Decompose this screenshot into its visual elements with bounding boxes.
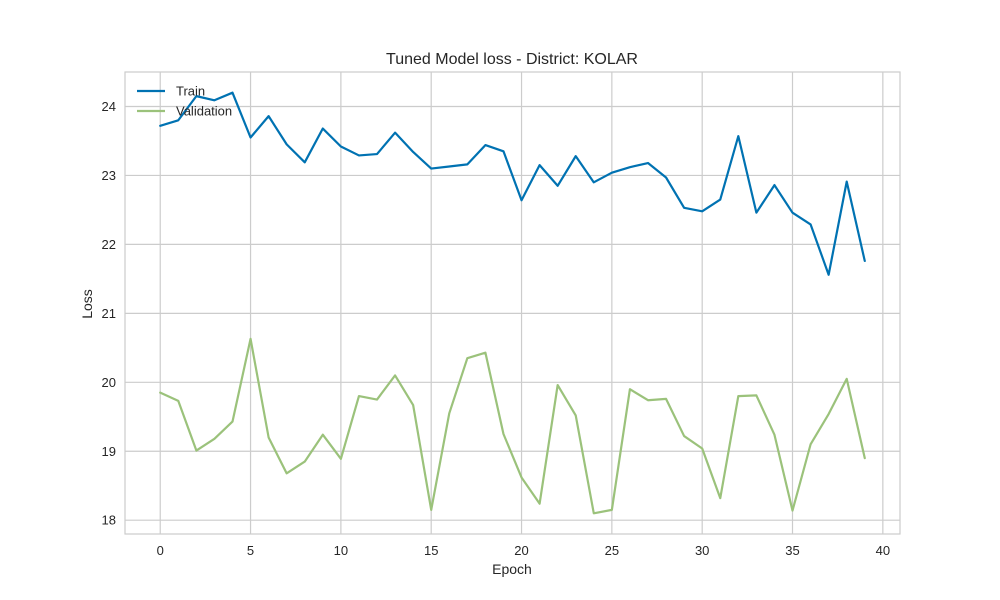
y-tick-label: 22 [102,237,116,252]
x-axis-label: Epoch [492,561,532,577]
x-tick-label: 10 [334,543,348,558]
y-tick-label: 24 [102,99,116,114]
y-tick-label: 20 [102,375,116,390]
x-tick-label: 40 [876,543,890,558]
y-tick-label: 23 [102,168,116,183]
series-line-train [159,91,866,276]
x-tick-label: 25 [605,543,619,558]
x-tick-label: 5 [247,543,254,558]
legend-label-validation: Validation [176,104,232,119]
legend: Train Validation [137,84,232,119]
x-tick-label: 0 [157,543,164,558]
x-tick-label: 20 [514,543,528,558]
x-tick-label: 30 [695,543,709,558]
plot-area [125,72,900,534]
legend-label-train: Train [176,84,205,99]
x-tick-label: 15 [424,543,438,558]
x-tick-labels: 0 5 10 15 20 25 30 35 40 [157,543,890,558]
y-axis-label: Loss [79,289,95,319]
chart-title: Tuned Model loss - District: KOLAR [386,51,638,68]
y-tick-label: 21 [102,306,116,321]
y-tick-labels: 18 19 20 21 22 23 24 [102,99,116,528]
y-tick-label: 19 [102,444,116,459]
series-layer [159,91,866,515]
plot-frame [124,71,901,535]
x-tick-label: 35 [785,543,799,558]
y-tick-label: 18 [102,513,116,528]
series-line-validation [159,337,866,515]
